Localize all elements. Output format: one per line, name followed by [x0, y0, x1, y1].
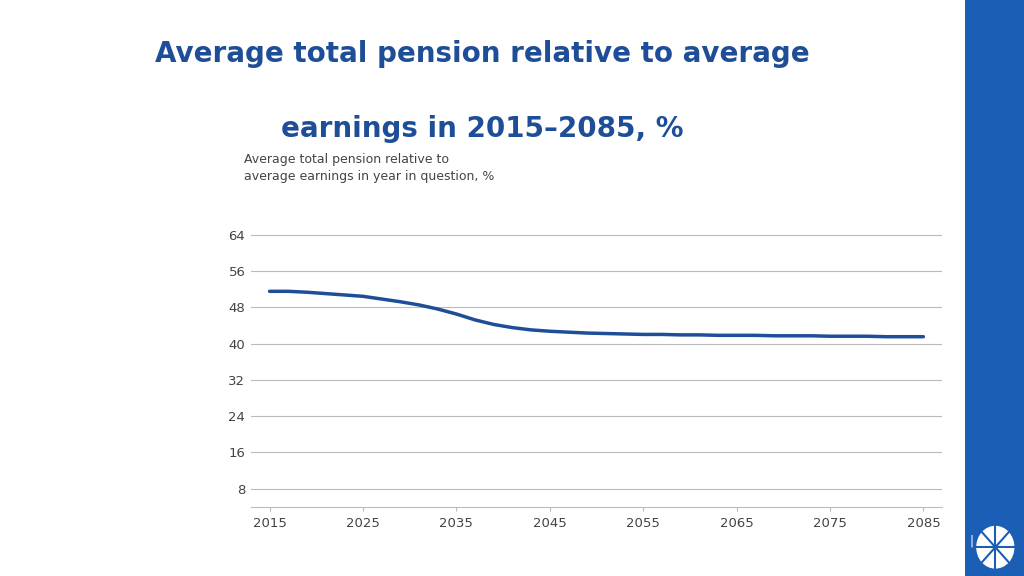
- Circle shape: [977, 526, 1014, 568]
- Text: | 21: | 21: [970, 535, 992, 548]
- Text: earnings in 2015–2085, %: earnings in 2015–2085, %: [281, 115, 684, 143]
- Text: Average total pension relative to
average earnings in year in question, %: Average total pension relative to averag…: [244, 153, 495, 183]
- Text: Average total pension relative to average: Average total pension relative to averag…: [155, 40, 810, 69]
